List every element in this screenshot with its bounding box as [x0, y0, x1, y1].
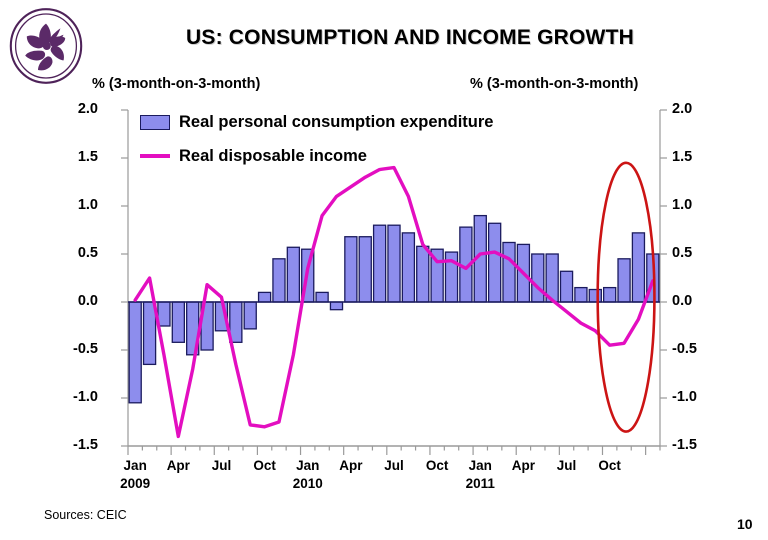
ytick-right-6: -1.0	[672, 389, 697, 405]
ytick-right-2: 1.0	[672, 197, 693, 213]
ytick-right-5: -0.5	[672, 341, 697, 357]
bar-2011-07	[559, 270, 574, 303]
bar-2009-09	[243, 301, 257, 330]
xtick-label-0: Jan	[123, 458, 147, 473]
xtick-label-2: Jul	[211, 458, 232, 473]
line-swatch-icon	[140, 154, 170, 158]
xtick-label-9: Apr	[511, 458, 536, 473]
ytick-left-0: 2.0	[77, 101, 98, 117]
xtick-label-8: Jan	[468, 458, 492, 473]
xtick-year-4: 2010	[292, 476, 323, 491]
ytick-left-5: -0.5	[73, 341, 98, 357]
left-axis-unit-label: % (3-month-on-3-month)	[92, 76, 261, 92]
bar-2010-08	[401, 232, 416, 303]
bar-2011-09	[588, 288, 602, 303]
bar-2011-03	[502, 241, 516, 303]
bar-2009-10	[257, 291, 272, 303]
legend-label-income: Real disposable income	[179, 146, 367, 165]
xtick-year-8: 2011	[465, 476, 495, 491]
ytick-left-2: 1.0	[77, 197, 98, 213]
legend-item-income: Real disposable income	[140, 139, 493, 173]
ytick-left-3: 0.5	[77, 245, 98, 261]
xtick-label-1: Apr	[166, 458, 190, 473]
bar-2009-01	[128, 301, 142, 404]
xtick-label-3: Oct	[253, 458, 276, 473]
xtick-label-10: Jul	[556, 458, 577, 473]
sources-note: Sources: CEIC	[44, 508, 127, 522]
ytick-left-4: 0.0	[77, 293, 98, 309]
ytick-right-1: 1.5	[672, 149, 693, 165]
ytick-left-7: -1.5	[73, 437, 98, 453]
ytick-right-3: 0.5	[672, 245, 693, 261]
right-axis-unit-label: % (3-month-on-3-month)	[470, 76, 639, 92]
bar-swatch-icon	[140, 114, 170, 130]
bar-2011-05	[531, 253, 545, 303]
bar-2010-07	[387, 224, 401, 303]
legend-label-consumption: Real personal consumption expenditure	[179, 112, 494, 131]
bar-2010-02	[315, 291, 329, 303]
legend-item-consumption: Real personal consumption expenditure	[140, 105, 493, 139]
bar-2010-09	[416, 245, 430, 303]
bar-2009-11	[272, 258, 286, 303]
bar-2011-12	[631, 232, 646, 303]
bar-2009-12	[286, 246, 301, 303]
bauhinia-flower-logo	[6, 6, 86, 86]
bar-2010-05	[358, 236, 372, 303]
xtick-label-6: Jul	[384, 458, 404, 473]
bar-2010-06	[372, 224, 387, 303]
ytick-right-4: 0.0	[672, 293, 693, 309]
bar-2011-11	[617, 258, 631, 303]
red-ellipse-highlight	[596, 161, 656, 433]
xtick-label-5: Apr	[339, 458, 363, 473]
ytick-left-1: 1.5	[77, 149, 98, 165]
bar-2011-10	[602, 286, 617, 303]
income-line-series	[133, 165, 655, 439]
page-number: 10	[737, 516, 753, 532]
bar-2009-03	[157, 301, 171, 327]
xtick-label-7: Oct	[425, 458, 449, 473]
xtick-label-11: Oct	[598, 458, 621, 473]
ytick-right-0: 2.0	[672, 101, 693, 117]
bar-2010-04	[344, 236, 358, 303]
bar-2009-08	[229, 301, 243, 343]
bar-2010-03	[329, 301, 344, 311]
ytick-right-7: -1.5	[672, 437, 697, 453]
xtick-year-0: 2009	[120, 476, 151, 491]
xtick-label-4: Jan	[296, 458, 320, 473]
bar-2009-02	[142, 301, 157, 366]
bar-2011-02	[487, 222, 502, 303]
bar-2009-04	[171, 301, 186, 343]
ytick-left-6: -1.0	[73, 389, 98, 405]
page-title: US: CONSUMPTION AND INCOME GROWTH	[186, 26, 634, 49]
chart-legend: Real personal consumption expenditure Re…	[140, 105, 493, 173]
bar-2011-08	[574, 286, 588, 303]
